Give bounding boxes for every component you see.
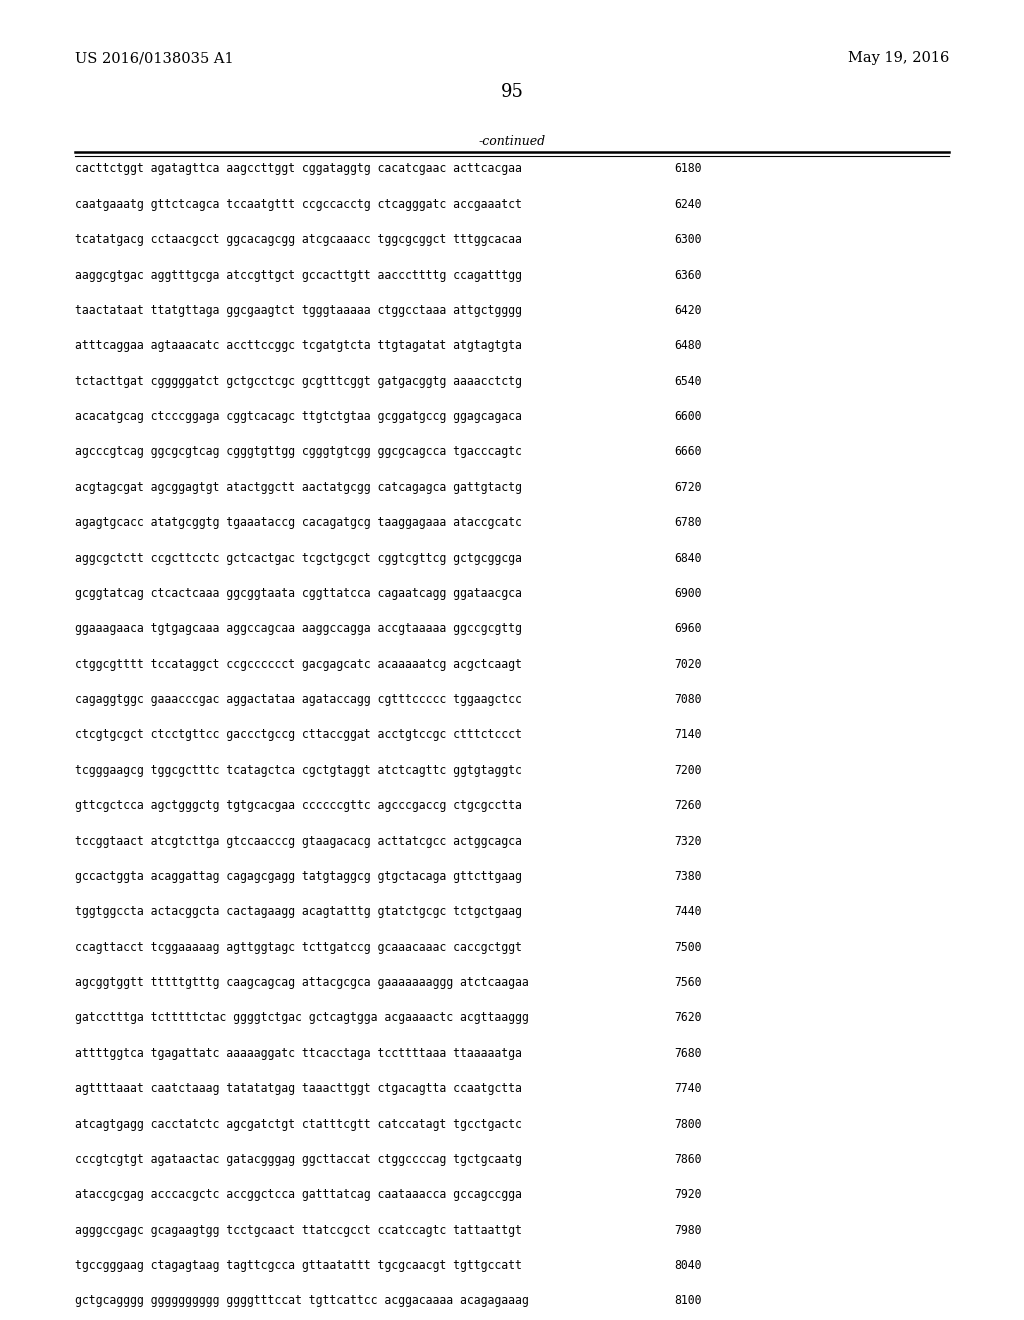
Text: 6840: 6840	[674, 552, 701, 565]
Text: 7200: 7200	[674, 764, 701, 777]
Text: tccggtaact atcgtcttga gtccaacccg gtaagacacg acttatcgcc actggcagca: tccggtaact atcgtcttga gtccaacccg gtaagac…	[75, 834, 521, 847]
Text: aaggcgtgac aggtttgcga atccgttgct gccacttgtt aacccttttg ccagatttgg: aaggcgtgac aggtttgcga atccgttgct gccactt…	[75, 268, 521, 281]
Text: 7680: 7680	[674, 1047, 701, 1060]
Text: cagaggtggc gaaacccgac aggactataa agataccagg cgtttccccc tggaagctcc: cagaggtggc gaaacccgac aggactataa agatacc…	[75, 693, 521, 706]
Text: 8100: 8100	[674, 1295, 701, 1308]
Text: 7980: 7980	[674, 1224, 701, 1237]
Text: 6960: 6960	[674, 622, 701, 635]
Text: 7380: 7380	[674, 870, 701, 883]
Text: caatgaaatg gttctcagca tccaatgttt ccgccacctg ctcagggatc accgaaatct: caatgaaatg gttctcagca tccaatgttt ccgccac…	[75, 198, 521, 211]
Text: 6780: 6780	[674, 516, 701, 529]
Text: agttttaaat caatctaaag tatatatgag taaacttggt ctgacagtta ccaatgctta: agttttaaat caatctaaag tatatatgag taaactt…	[75, 1082, 521, 1096]
Text: tggtggccta actacggcta cactagaagg acagtatttg gtatctgcgc tctgctgaag: tggtggccta actacggcta cactagaagg acagtat…	[75, 906, 521, 919]
Text: 95: 95	[501, 83, 523, 102]
Text: 6300: 6300	[674, 234, 701, 247]
Text: ctcgtgcgct ctcctgttcc gaccctgccg cttaccggat acctgtccgc ctttctccct: ctcgtgcgct ctcctgttcc gaccctgccg cttaccg…	[75, 729, 521, 742]
Text: 6180: 6180	[674, 162, 701, 176]
Text: 7080: 7080	[674, 693, 701, 706]
Text: 7020: 7020	[674, 657, 701, 671]
Text: 6900: 6900	[674, 587, 701, 601]
Text: 7260: 7260	[674, 799, 701, 812]
Text: tgccgggaag ctagagtaag tagttcgcca gttaatattt tgcgcaacgt tgttgccatt: tgccgggaag ctagagtaag tagttcgcca gttaata…	[75, 1259, 521, 1272]
Text: cccgtcgtgt agataactac gatacgggag ggcttaccat ctggccccag tgctgcaatg: cccgtcgtgt agataactac gatacgggag ggcttac…	[75, 1152, 521, 1166]
Text: 6480: 6480	[674, 339, 701, 352]
Text: ccagttacct tcggaaaaag agttggtagc tcttgatccg gcaaacaaac caccgctggt: ccagttacct tcggaaaaag agttggtagc tcttgat…	[75, 941, 521, 954]
Text: gccactggta acaggattag cagagcgagg tatgtaggcg gtgctacaga gttcttgaag: gccactggta acaggattag cagagcgagg tatgtag…	[75, 870, 521, 883]
Text: acgtagcgat agcggagtgt atactggctt aactatgcgg catcagagca gattgtactg: acgtagcgat agcggagtgt atactggctt aactatg…	[75, 480, 521, 494]
Text: 7920: 7920	[674, 1188, 701, 1201]
Text: tcatatgacg cctaacgcct ggcacagcgg atcgcaaacc tggcgcggct tttggcacaa: tcatatgacg cctaacgcct ggcacagcgg atcgcaa…	[75, 234, 521, 247]
Text: US 2016/0138035 A1: US 2016/0138035 A1	[75, 51, 233, 65]
Text: ctggcgtttt tccataggct ccgcccccct gacgagcatc acaaaaatcg acgctcaagt: ctggcgtttt tccataggct ccgcccccct gacgagc…	[75, 657, 521, 671]
Text: ggaaagaaca tgtgagcaaa aggccagcaa aaggccagga accgtaaaaa ggccgcgttg: ggaaagaaca tgtgagcaaa aggccagcaa aaggcca…	[75, 622, 521, 635]
Text: 6420: 6420	[674, 304, 701, 317]
Text: atttcaggaa agtaaacatc accttccggc tcgatgtcta ttgtagatat atgtagtgta: atttcaggaa agtaaacatc accttccggc tcgatgt…	[75, 339, 521, 352]
Text: 7320: 7320	[674, 834, 701, 847]
Text: 7620: 7620	[674, 1011, 701, 1024]
Text: 8040: 8040	[674, 1259, 701, 1272]
Text: 6240: 6240	[674, 198, 701, 211]
Text: 6540: 6540	[674, 375, 701, 388]
Text: gctgcagggg gggggggggg ggggtttccat tgttcattcc acggacaaaa acagagaaag: gctgcagggg gggggggggg ggggtttccat tgttca…	[75, 1295, 528, 1308]
Text: aggcgctctt ccgcttcctc gctcactgac tcgctgcgct cggtcgttcg gctgcggcga: aggcgctctt ccgcttcctc gctcactgac tcgctgc…	[75, 552, 521, 565]
Text: agcggtggtt tttttgtttg caagcagcag attacgcgca gaaaaaaaggg atctcaagaa: agcggtggtt tttttgtttg caagcagcag attacgc…	[75, 975, 528, 989]
Text: 7560: 7560	[674, 975, 701, 989]
Text: cacttctggt agatagttca aagccttggt cggataggtg cacatcgaac acttcacgaa: cacttctggt agatagttca aagccttggt cggatag…	[75, 162, 521, 176]
Text: 7440: 7440	[674, 906, 701, 919]
Text: 6600: 6600	[674, 411, 701, 424]
Text: acacatgcag ctcccggaga cggtcacagc ttgtctgtaa gcggatgccg ggagcagaca: acacatgcag ctcccggaga cggtcacagc ttgtctg…	[75, 411, 521, 424]
Text: ataccgcgag acccacgctc accggctcca gatttatcag caataaacca gccagccgga: ataccgcgag acccacgctc accggctcca gatttat…	[75, 1188, 521, 1201]
Text: agggccgagc gcagaagtgg tcctgcaact ttatccgcct ccatccagtc tattaattgt: agggccgagc gcagaagtgg tcctgcaact ttatccg…	[75, 1224, 521, 1237]
Text: tctacttgat cgggggatct gctgcctcgc gcgtttcggt gatgacggtg aaaacctctg: tctacttgat cgggggatct gctgcctcgc gcgtttc…	[75, 375, 521, 388]
Text: atcagtgagg cacctatctc agcgatctgt ctatttcgtt catccatagt tgcctgactc: atcagtgagg cacctatctc agcgatctgt ctatttc…	[75, 1118, 521, 1131]
Text: agagtgcacc atatgcggtg tgaaataccg cacagatgcg taaggagaaa ataccgcatc: agagtgcacc atatgcggtg tgaaataccg cacagat…	[75, 516, 521, 529]
Text: 6720: 6720	[674, 480, 701, 494]
Text: 7740: 7740	[674, 1082, 701, 1096]
Text: 6360: 6360	[674, 268, 701, 281]
Text: agcccgtcag ggcgcgtcag cgggtgttgg cgggtgtcgg ggcgcagcca tgacccagtc: agcccgtcag ggcgcgtcag cgggtgttgg cgggtgt…	[75, 445, 521, 458]
Text: gcggtatcag ctcactcaaa ggcggtaata cggttatcca cagaatcagg ggataacgca: gcggtatcag ctcactcaaa ggcggtaata cggttat…	[75, 587, 521, 601]
Text: tcgggaagcg tggcgctttc tcatagctca cgctgtaggt atctcagttc ggtgtaggtc: tcgggaagcg tggcgctttc tcatagctca cgctgta…	[75, 764, 521, 777]
Text: attttggtca tgagattatc aaaaaggatc ttcacctaga tccttttaaa ttaaaaatga: attttggtca tgagattatc aaaaaggatc ttcacct…	[75, 1047, 521, 1060]
Text: 7860: 7860	[674, 1152, 701, 1166]
Text: 6660: 6660	[674, 445, 701, 458]
Text: 7500: 7500	[674, 941, 701, 954]
Text: 7140: 7140	[674, 729, 701, 742]
Text: 7800: 7800	[674, 1118, 701, 1131]
Text: gttcgctcca agctgggctg tgtgcacgaa ccccccgttc agcccgaccg ctgcgcctta: gttcgctcca agctgggctg tgtgcacgaa ccccccg…	[75, 799, 521, 812]
Text: -continued: -continued	[478, 135, 546, 148]
Text: taactataat ttatgttaga ggcgaagtct tgggtaaaaa ctggcctaaa attgctgggg: taactataat ttatgttaga ggcgaagtct tgggtaa…	[75, 304, 521, 317]
Text: May 19, 2016: May 19, 2016	[848, 51, 949, 65]
Text: gatcctttga tctttttctac ggggtctgac gctcagtgga acgaaaactc acgttaaggg: gatcctttga tctttttctac ggggtctgac gctcag…	[75, 1011, 528, 1024]
